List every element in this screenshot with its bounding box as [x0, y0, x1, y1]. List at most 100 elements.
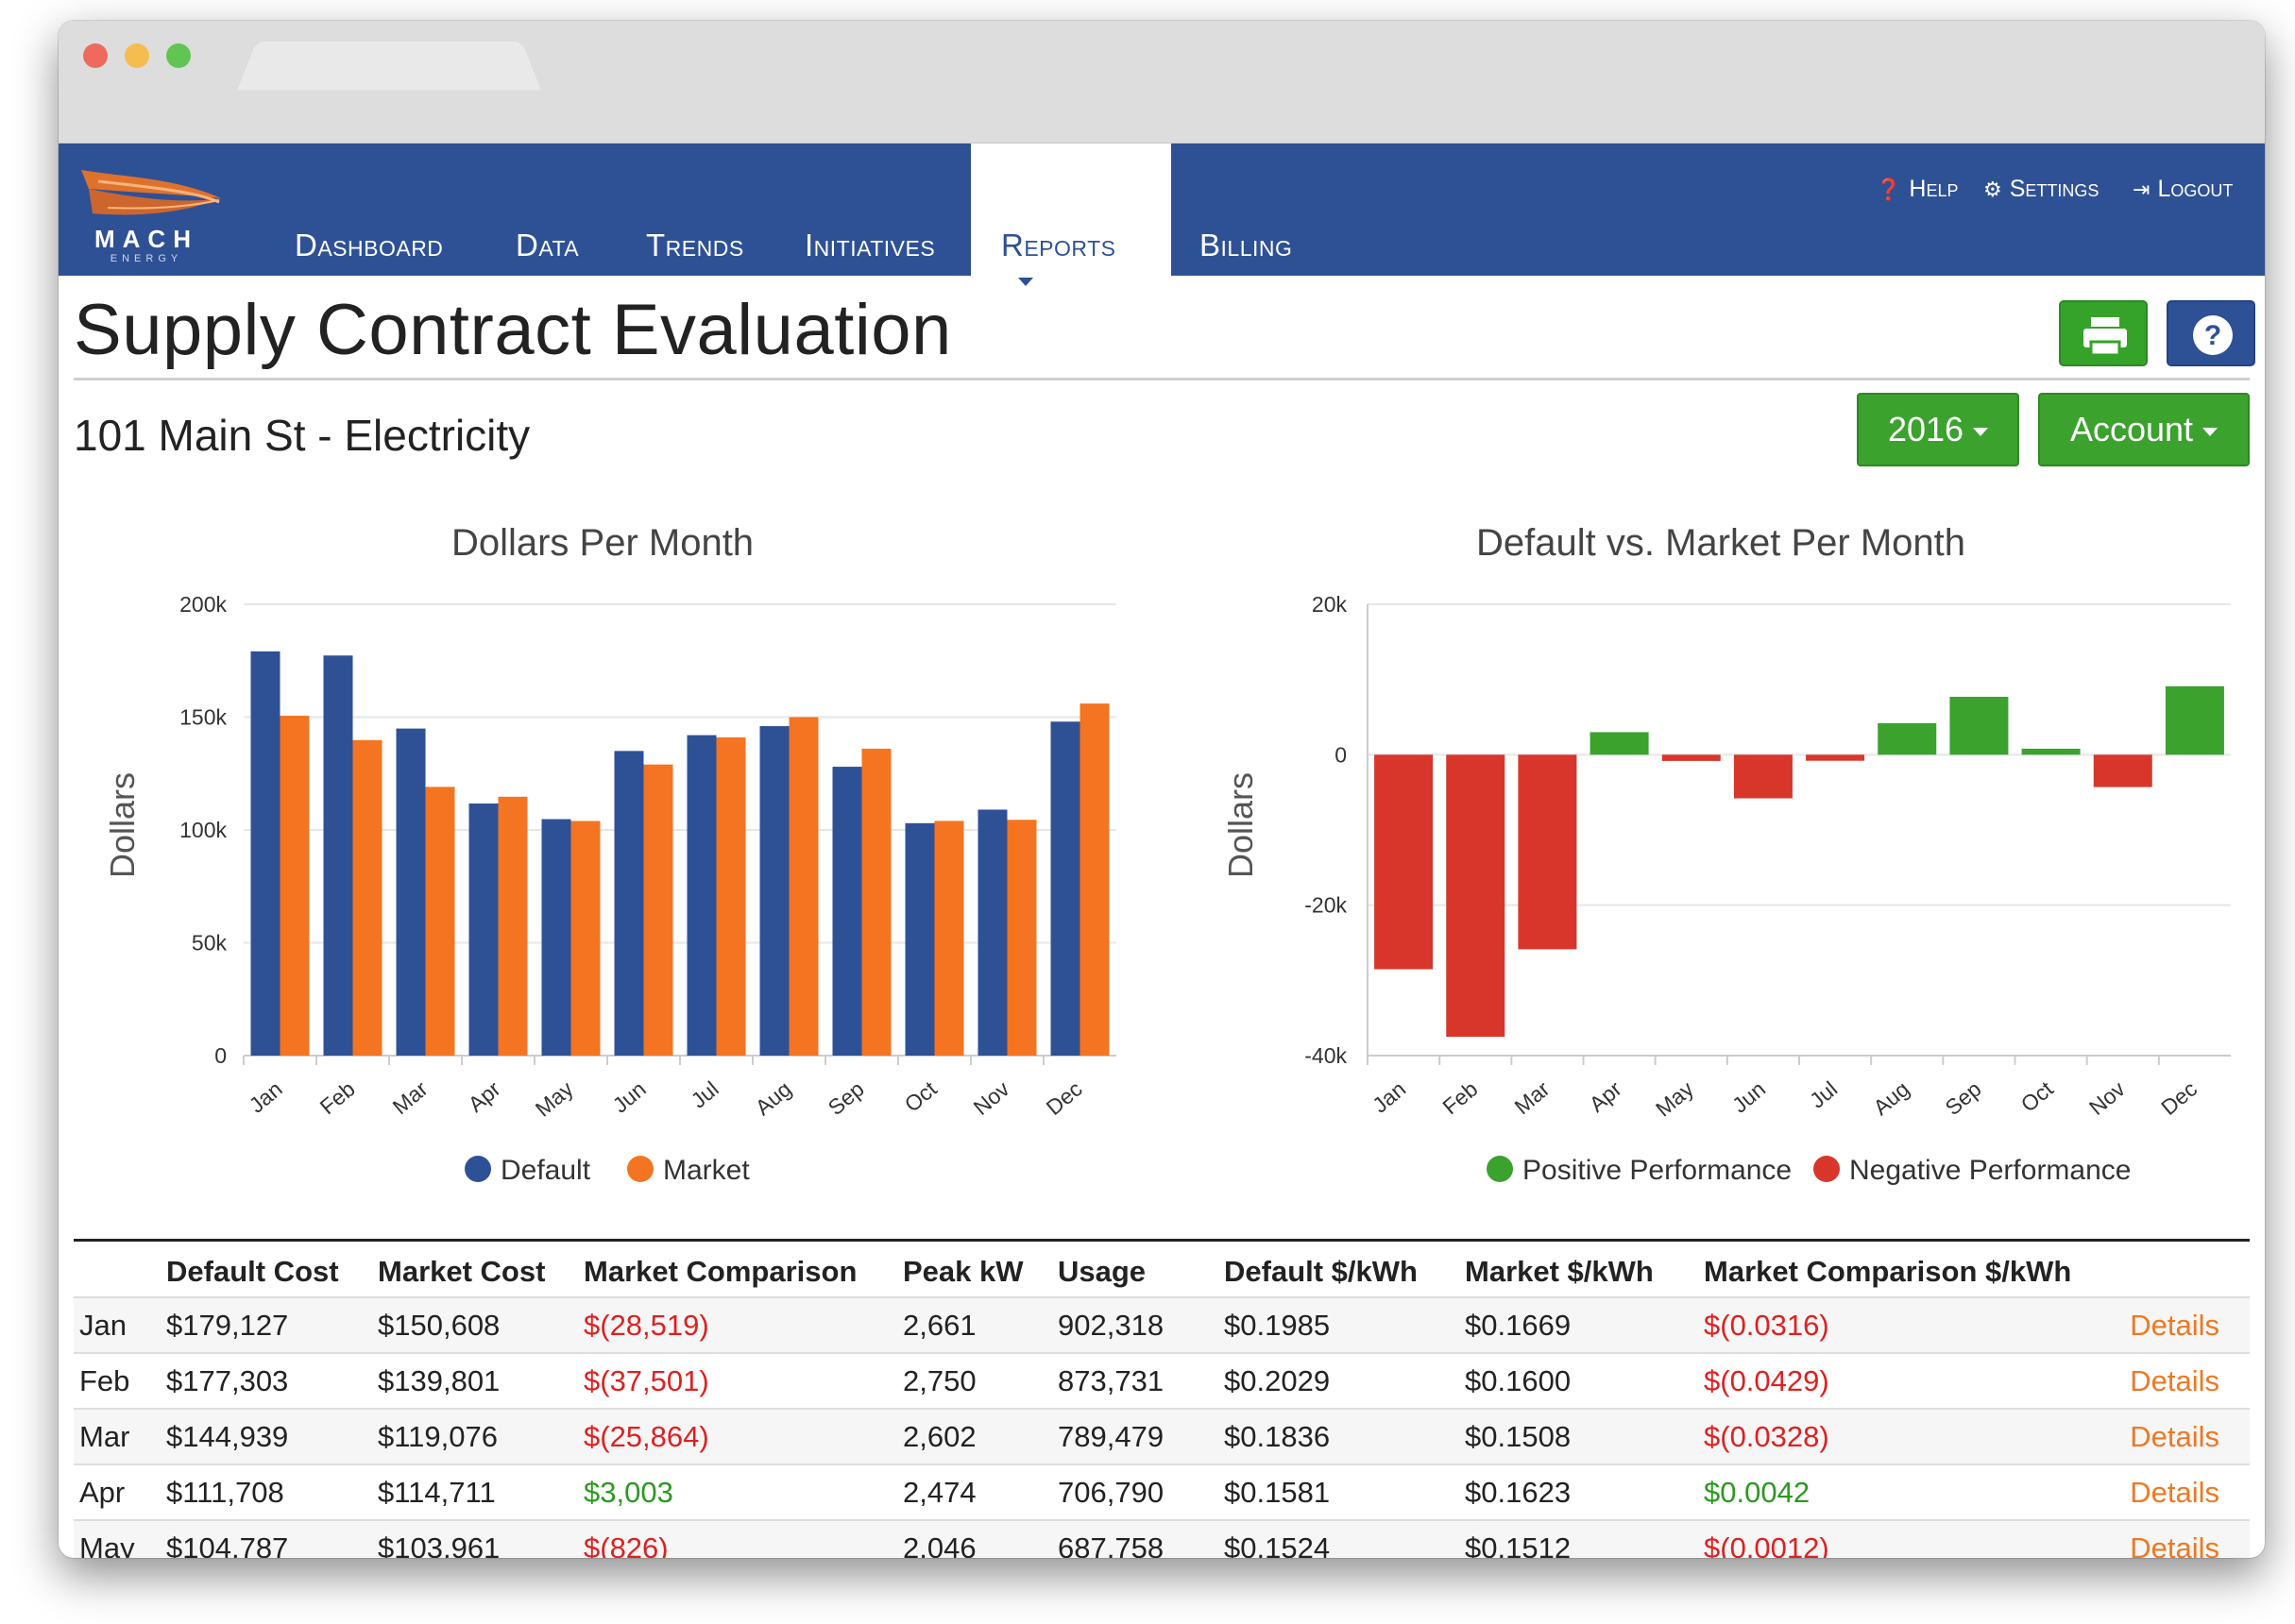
peak-kw-cell: 2,750 [897, 1353, 1052, 1410]
market-cost-cell: $139,801 [372, 1353, 578, 1410]
bar-default-oct[interactable] [905, 822, 935, 1056]
mach-logo-icon[interactable] [70, 161, 230, 264]
month-cell: Jan [74, 1297, 161, 1354]
bar-difference-may[interactable] [1661, 754, 1721, 761]
x-tick-label: Nov [2084, 1076, 2130, 1121]
details-link[interactable]: Details [2095, 1297, 2250, 1354]
bar-default-apr[interactable] [468, 804, 499, 1056]
y-tick-label: -40k [1304, 1043, 1347, 1068]
table-row: May $104,787 $103,961 $(826) 2,046 687,758 $0.… [74, 1520, 2250, 1558]
bar-default-jul[interactable] [687, 735, 717, 1056]
bar-default-nov[interactable] [978, 809, 1008, 1056]
page-help-button[interactable]: ? [2167, 300, 2255, 366]
bar-market-jan[interactable] [280, 716, 310, 1056]
bar-default-may[interactable] [541, 819, 571, 1056]
details-link[interactable]: Details [2095, 1520, 2250, 1558]
market-cost-cell: $119,076 [372, 1409, 578, 1465]
x-tick-label: Feb [315, 1076, 360, 1119]
bar-default-jun[interactable] [614, 751, 644, 1056]
nav-dashboard[interactable]: Dashboard [295, 228, 444, 262]
details-link[interactable]: Details [2095, 1353, 2250, 1410]
peak-kw-cell: 2,661 [897, 1297, 1052, 1354]
bar-default-dec[interactable] [1050, 721, 1080, 1056]
column-header[interactable]: Market Cost [372, 1246, 578, 1298]
minimize-window-button[interactable] [125, 43, 149, 68]
bar-market-jun[interactable] [643, 764, 673, 1056]
nav-initiatives[interactable]: Initiatives [805, 228, 936, 262]
market-comparison-cell: $(826) [578, 1520, 897, 1558]
legend-label-default[interactable]: Default [501, 1155, 591, 1186]
column-header[interactable]: Default Cost [161, 1246, 372, 1298]
bar-default-aug[interactable] [759, 726, 790, 1056]
bar-difference-nov[interactable] [2093, 754, 2152, 787]
peak-kw-cell: 2,474 [897, 1464, 1052, 1521]
settings-link[interactable]: ⚙ Settings [1983, 176, 2099, 203]
bar-market-may[interactable] [570, 820, 601, 1056]
x-tick-label: Jul [686, 1076, 722, 1113]
column-header[interactable]: Market $/kWh [1459, 1246, 1698, 1298]
column-header[interactable]: Market Comparison [578, 1246, 897, 1298]
bar-market-nov[interactable] [1007, 820, 1037, 1056]
bar-market-apr[interactable] [498, 796, 528, 1056]
bar-market-aug[interactable] [789, 717, 819, 1057]
details-link[interactable]: Details [2095, 1464, 2250, 1521]
help-link[interactable]: ❓ Help [1876, 176, 1958, 203]
logo-subtext: ENERGY [110, 253, 183, 264]
market-kwh-cell: $0.1512 [1459, 1520, 1698, 1558]
nav-data[interactable]: Data [516, 228, 580, 262]
bar-market-oct[interactable] [934, 820, 964, 1056]
bar-default-sep[interactable] [832, 767, 862, 1056]
bar-difference-apr[interactable] [1590, 732, 1649, 755]
column-header[interactable]: Market Comparison $/kWh [1698, 1246, 2095, 1298]
bar-difference-mar[interactable] [1518, 754, 1577, 950]
bar-market-dec[interactable] [1080, 703, 1110, 1056]
bar-difference-aug[interactable] [1878, 722, 1937, 755]
bar-difference-feb[interactable] [1446, 754, 1505, 1038]
market-comparison-cell: $(37,501) [578, 1353, 897, 1410]
bar-default-jan[interactable] [250, 651, 280, 1056]
page-title: Supply Contract Evaluation [74, 290, 952, 370]
bar-market-jul[interactable] [716, 737, 746, 1056]
close-window-button[interactable] [83, 43, 108, 68]
bar-difference-jul[interactable] [1806, 754, 1865, 761]
x-tick-label: Aug [751, 1076, 796, 1120]
question-circle-icon: ? [2193, 315, 2233, 355]
browser-tab[interactable] [237, 41, 541, 91]
year-dropdown[interactable]: 2016 [1857, 393, 2019, 466]
y-tick-label: 20k [1312, 592, 1348, 617]
x-tick-label: Jul [1805, 1076, 1842, 1113]
logout-link[interactable]: ⇥ Logout [2133, 176, 2233, 203]
bar-difference-sep[interactable] [1949, 696, 2009, 755]
column-header[interactable]: Usage [1052, 1246, 1218, 1298]
legend-label-negative[interactable]: Negative Performance [1849, 1155, 2131, 1186]
legend-swatch-negative [1813, 1156, 1840, 1182]
y-axis-title: Dollars [1221, 772, 1260, 878]
nav-reports[interactable]: Reports [971, 144, 1171, 286]
bar-difference-jan[interactable] [1374, 754, 1434, 970]
maximize-window-button[interactable] [166, 43, 191, 68]
gear-icon: ⚙ [1983, 178, 2002, 201]
print-button[interactable] [2059, 300, 2148, 366]
nav-reports-label: Reports [1001, 228, 1116, 262]
legend-label-positive[interactable]: Positive Performance [1522, 1155, 1792, 1186]
x-tick-label: Mar [388, 1076, 433, 1120]
bar-difference-dec[interactable] [2165, 685, 2224, 755]
legend-label-market[interactable]: Market [663, 1155, 750, 1186]
nav-billing[interactable]: Billing [1199, 228, 1293, 262]
column-header[interactable]: Peak kW [897, 1246, 1052, 1298]
market-kwh-cell: $0.1600 [1459, 1353, 1698, 1410]
market-comparison-kwh-cell: $0.0042 [1698, 1464, 2095, 1521]
nav-trends[interactable]: Trends [646, 228, 744, 262]
bar-market-mar[interactable] [425, 787, 455, 1056]
bar-difference-oct[interactable] [2021, 748, 2081, 755]
bar-default-mar[interactable] [396, 728, 426, 1056]
bar-default-feb[interactable] [323, 655, 353, 1056]
details-link[interactable]: Details [2095, 1409, 2250, 1465]
account-dropdown[interactable]: Account [2038, 393, 2250, 466]
bar-market-feb[interactable] [352, 739, 382, 1056]
bar-difference-jun[interactable] [1733, 754, 1793, 799]
x-tick-label: Apr [1585, 1076, 1626, 1117]
column-header[interactable]: Default $/kWh [1218, 1246, 1459, 1298]
bar-market-sep[interactable] [861, 748, 892, 1056]
x-tick-label: Dec [2156, 1076, 2202, 1120]
